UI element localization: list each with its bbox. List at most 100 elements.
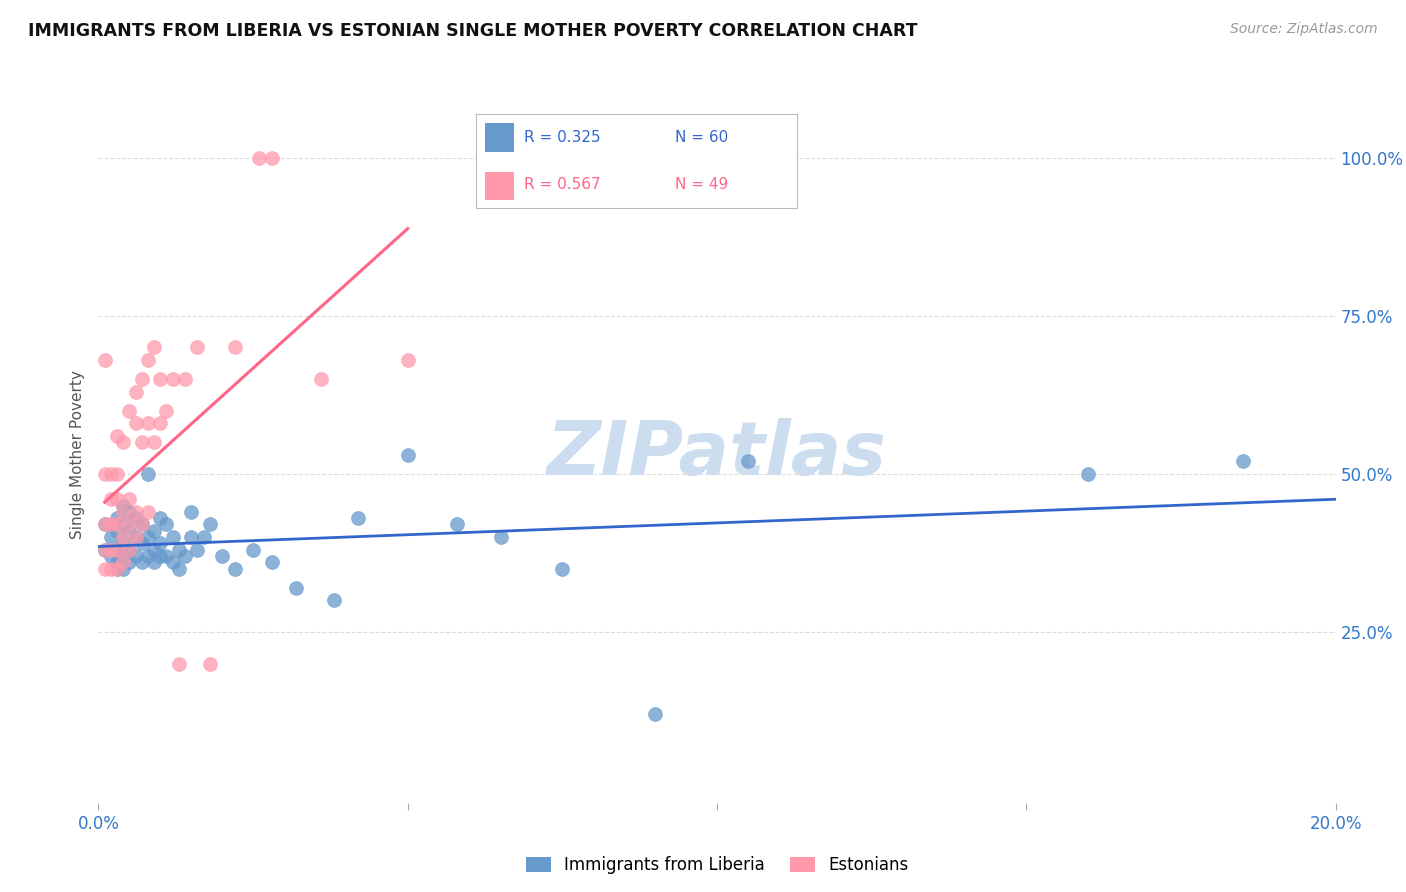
Point	[118, 492, 141, 507]
Point	[396, 448, 419, 462]
Point	[93, 562, 115, 576]
Point	[118, 556, 141, 570]
Point	[167, 542, 190, 557]
Point	[112, 435, 135, 450]
Point	[100, 530, 122, 544]
Point	[105, 429, 128, 443]
Point	[118, 517, 141, 532]
Point	[149, 511, 172, 525]
Point	[105, 511, 128, 525]
Point	[136, 417, 159, 431]
Point	[105, 556, 128, 570]
Point	[131, 435, 153, 450]
Point	[446, 517, 468, 532]
Point	[149, 372, 172, 386]
Point	[309, 372, 332, 386]
Point	[224, 340, 246, 354]
Point	[167, 562, 190, 576]
Point	[143, 556, 166, 570]
Y-axis label: Single Mother Poverty: Single Mother Poverty	[70, 370, 86, 540]
Point	[105, 517, 128, 532]
Point	[1232, 454, 1254, 468]
Point	[136, 467, 159, 481]
Point	[124, 511, 146, 525]
Point	[131, 517, 153, 532]
Point	[224, 562, 246, 576]
Point	[489, 530, 512, 544]
Point	[105, 562, 128, 576]
Point	[247, 151, 270, 165]
Text: IMMIGRANTS FROM LIBERIA VS ESTONIAN SINGLE MOTHER POVERTY CORRELATION CHART: IMMIGRANTS FROM LIBERIA VS ESTONIAN SING…	[28, 22, 918, 40]
Point	[162, 372, 184, 386]
Point	[93, 517, 115, 532]
Point	[198, 517, 221, 532]
Point	[211, 549, 233, 563]
Point	[118, 542, 141, 557]
Point	[143, 542, 166, 557]
Point	[143, 524, 166, 538]
Point	[260, 151, 283, 165]
Point	[136, 353, 159, 368]
Point	[112, 562, 135, 576]
Point	[105, 542, 128, 557]
Point	[105, 524, 128, 538]
Point	[149, 536, 172, 550]
Point	[112, 536, 135, 550]
Point	[112, 530, 135, 544]
Point	[131, 517, 153, 532]
Legend: Immigrants from Liberia, Estonians: Immigrants from Liberia, Estonians	[526, 856, 908, 874]
Point	[93, 542, 115, 557]
Point	[136, 530, 159, 544]
Point	[131, 556, 153, 570]
Point	[124, 530, 146, 544]
Point	[242, 542, 264, 557]
Point	[143, 435, 166, 450]
Point	[193, 530, 215, 544]
Point	[100, 542, 122, 557]
Point	[100, 467, 122, 481]
Point	[155, 517, 177, 532]
Point	[124, 549, 146, 563]
Point	[118, 505, 141, 519]
Point	[93, 542, 115, 557]
Point	[396, 353, 419, 368]
Point	[93, 517, 115, 532]
Point	[180, 530, 202, 544]
Point	[124, 505, 146, 519]
Point	[100, 492, 122, 507]
Point	[149, 549, 172, 563]
Point	[180, 505, 202, 519]
Point	[100, 562, 122, 576]
Point	[105, 467, 128, 481]
Point	[143, 340, 166, 354]
Point	[100, 549, 122, 563]
Point	[551, 562, 574, 576]
Point	[118, 403, 141, 417]
Point	[136, 549, 159, 563]
Point	[155, 549, 177, 563]
Point	[100, 517, 122, 532]
Text: Source: ZipAtlas.com: Source: ZipAtlas.com	[1230, 22, 1378, 37]
Point	[124, 530, 146, 544]
Point	[105, 562, 128, 576]
Point	[644, 707, 666, 722]
Point	[136, 505, 159, 519]
Point	[118, 542, 141, 557]
Point	[112, 499, 135, 513]
Point	[260, 556, 283, 570]
Point	[186, 542, 208, 557]
Point	[93, 353, 115, 368]
Point	[112, 505, 135, 519]
Point	[174, 372, 197, 386]
Point	[112, 517, 135, 532]
Point	[186, 340, 208, 354]
Point	[124, 384, 146, 399]
Point	[198, 657, 221, 671]
Point	[124, 417, 146, 431]
Point	[118, 524, 141, 538]
Point	[347, 511, 370, 525]
Point	[1077, 467, 1099, 481]
Point	[131, 536, 153, 550]
Point	[737, 454, 759, 468]
Point	[105, 492, 128, 507]
